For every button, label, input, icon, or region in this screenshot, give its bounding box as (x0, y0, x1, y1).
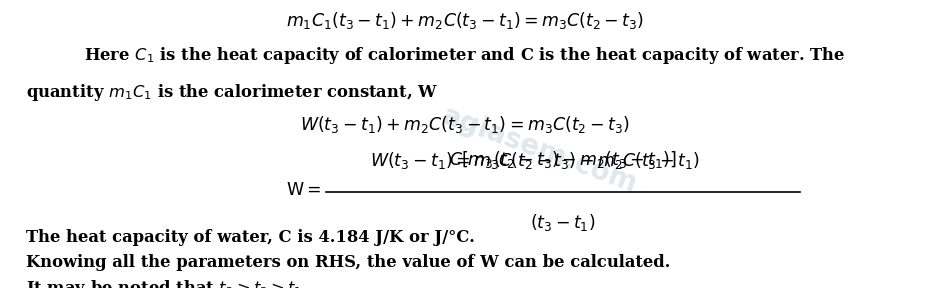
Text: $W(t_3-t_1)=m_3C(t_2-t_3)-m_2C(t_3-t_1)$: $W(t_3-t_1)=m_3C(t_2-t_3)-m_2C(t_3-t_1)$ (370, 150, 699, 171)
Text: $\mathrm{W}=$: $\mathrm{W}=$ (286, 181, 321, 199)
Text: $(t_3-t_1)$: $(t_3-t_1)$ (530, 212, 595, 233)
Text: aglasem.com: aglasem.com (438, 101, 641, 198)
Text: $m_1C_1(t_3-t_1)+m_2C(t_3-t_1)=m_3C(t_2-t_3)$: $m_1C_1(t_3-t_1)+m_2C(t_3-t_1)=m_3C(t_2-… (286, 10, 644, 31)
Text: Here $C_1$ is the heat capacity of calorimeter and C is the heat capacity of wat: Here $C_1$ is the heat capacity of calor… (85, 45, 845, 66)
Text: The heat capacity of water, C is 4.184 J/K or J/°C.: The heat capacity of water, C is 4.184 J… (26, 229, 475, 246)
Text: It may be noted that $t_2>t_3>t_1$.: It may be noted that $t_2>t_3>t_1$. (26, 278, 308, 288)
Text: $W(t_3-t_1)+m_2C(t_3-t_1)=m_3C(t_2-t_3)$: $W(t_3-t_1)+m_2C(t_3-t_1)=m_3C(t_2-t_3)$ (300, 114, 630, 135)
Text: Knowing all the parameters on RHS, the value of W can be calculated.: Knowing all the parameters on RHS, the v… (26, 254, 671, 271)
Text: quantity $m_1C_1$ is the calorimeter constant, W: quantity $m_1C_1$ is the calorimeter con… (26, 82, 438, 103)
Text: $C[m_3(t_2-t_3)-m_2(t_3-t_1)]$: $C[m_3(t_2-t_3)-m_2(t_3-t_1)]$ (448, 149, 677, 170)
